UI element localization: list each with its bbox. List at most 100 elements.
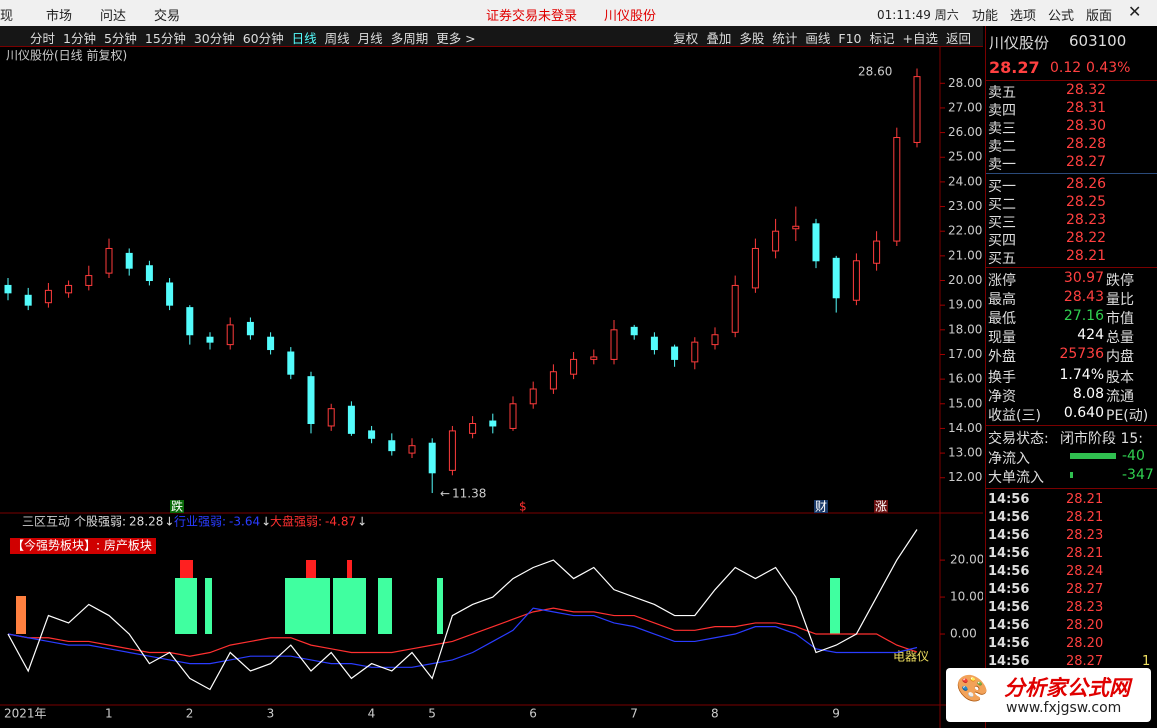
flow-bar [1070,472,1073,478]
stat-value: 28.43 [1063,289,1104,305]
legend-arrow: ↓ [357,515,367,529]
stat-value: 8.08 [1072,386,1104,402]
book-label: 卖一 [988,157,1016,173]
stat-label: 股本 [1106,370,1134,386]
close-button[interactable]: ✕ [1128,2,1142,21]
stat-row: 换手 1.74% 股本 [988,367,1156,386]
period-tab[interactable]: 多周期 [390,31,429,46]
candle-body [671,346,679,360]
period-tab[interactable]: 日线 [291,31,317,46]
menu-item[interactable]: 市场 [46,9,73,24]
quote-panel: 川仪股份 603100 28.27 0.12 0.43% 卖五 28.32 卖四 28.31 卖三… [985,26,1157,728]
watermark-url: www.fxjgsw.com [1006,700,1122,716]
stat-label: 收益(三) [988,408,1041,424]
x-tick-label: 7 [630,707,638,721]
book-row: 卖三 28.30 [988,118,1156,137]
stat-row: 最高 28.43 量比 [988,289,1156,308]
trade-time: 14:56 [988,528,1030,543]
period-tab[interactable]: 月线 [357,31,383,46]
menu-item[interactable]: 公式 [1048,9,1075,24]
tool-button[interactable]: +自选 [902,31,938,46]
marker: 涨 [875,499,887,514]
candle-body [590,356,598,360]
menu-item[interactable]: 选项 [1010,9,1037,24]
period-tab[interactable]: 1分钟 [63,31,96,46]
y-tick-label: 20.00 [950,553,983,567]
tool-button[interactable]: 叠加 [706,31,732,46]
trade-row: 14:56 28.27 1 [988,654,1156,672]
separator [986,425,1157,426]
candle-body [65,284,73,294]
candle-body [105,247,113,274]
period-tab[interactable]: 15分钟 [144,31,186,46]
stat-label: 量比 [1106,292,1134,308]
candle-body [206,336,214,343]
tool-button[interactable]: 统计 [772,31,798,46]
legend-value: -4.87 [325,515,356,529]
menu-item[interactable]: 交易 [154,9,181,24]
y-tick-label: 14.00 [948,421,982,435]
candle-body [347,405,355,434]
trade-price: 28.23 [1066,528,1104,543]
trade-row: 14:56 28.24 [988,564,1156,582]
trade-price: 28.20 [1066,618,1104,633]
stat-label: PE(动) [1106,408,1149,424]
menu-item[interactable]: 问达 [100,9,127,24]
candle-body [226,324,234,346]
stat-row: 外盘 25736 内盘 [988,346,1156,365]
tool-button[interactable]: 多股 [739,31,765,46]
stat-value: 25736 [1059,346,1104,362]
book-label: 买四 [988,233,1016,249]
trade-row: 14:56 28.20 [988,618,1156,636]
stat-value: 27.16 [1063,308,1104,324]
book-price: 28.23 [1066,212,1107,228]
y-tick-label: 0.00 [950,627,977,641]
period-tab[interactable]: 60分钟 [242,31,284,46]
menu-item[interactable]: 功能 [972,9,999,24]
stat-label: 换手 [988,370,1016,386]
stock-name: 川仪股份 [989,34,1050,52]
menu-item[interactable]: 现 [0,9,14,24]
book-price: 28.30 [1066,118,1107,134]
book-row: 卖四 28.31 [988,100,1156,119]
menu-item[interactable]: 版面 [1086,9,1113,24]
trade-row: 14:56 28.21 [988,492,1156,510]
book-row: 买一 28.26 [988,176,1156,195]
trade-time: 14:56 [988,492,1030,507]
trade-time: 14:56 [988,600,1030,615]
candle-body [630,326,638,336]
change: 0.12 [1050,60,1082,76]
stat-label: 净资 [988,389,1016,405]
period-tab[interactable]: 5分钟 [103,31,137,46]
period-tab[interactable]: 周线 [324,31,350,46]
y-tick-label: 27.00 [948,100,982,114]
flow-bar [1070,453,1116,459]
book-row: 买四 28.22 [988,230,1156,249]
candle-body [469,423,477,434]
candle-body [267,336,275,351]
separator [986,173,1157,174]
marker-bg [814,500,828,513]
period-tab[interactable]: 分时 [30,31,56,46]
tool-button[interactable]: 复权 [673,31,699,46]
candle-body [731,284,739,333]
stat-value: 0.640 [1063,405,1104,421]
tool-button[interactable]: 返回 [945,31,971,46]
period-tab[interactable]: 更多 > [436,31,476,46]
y-tick-label: 21.00 [948,248,982,262]
flow-row: 大单流入 -347 [988,467,1156,486]
tool-button[interactable]: 标记 [869,31,895,46]
x-tick-label: 2021年 [4,707,47,721]
period-tab[interactable]: 30分钟 [193,31,235,46]
tool-button[interactable]: 画线 [805,31,831,46]
stat-label: 涨停 [988,273,1016,289]
candle-body [24,294,32,306]
trade-row: 14:56 28.21 [988,510,1156,528]
trade-row: 14:56 28.21 [988,546,1156,564]
y-tick-label: 26.00 [948,125,982,139]
candle-body [852,260,860,301]
stat-row: 收益(三) 0.640 PE(动) [988,405,1156,424]
flow-label: 净流入 [988,451,1030,467]
tool-button[interactable]: F10 [838,31,862,46]
strong-blocks [16,560,840,634]
